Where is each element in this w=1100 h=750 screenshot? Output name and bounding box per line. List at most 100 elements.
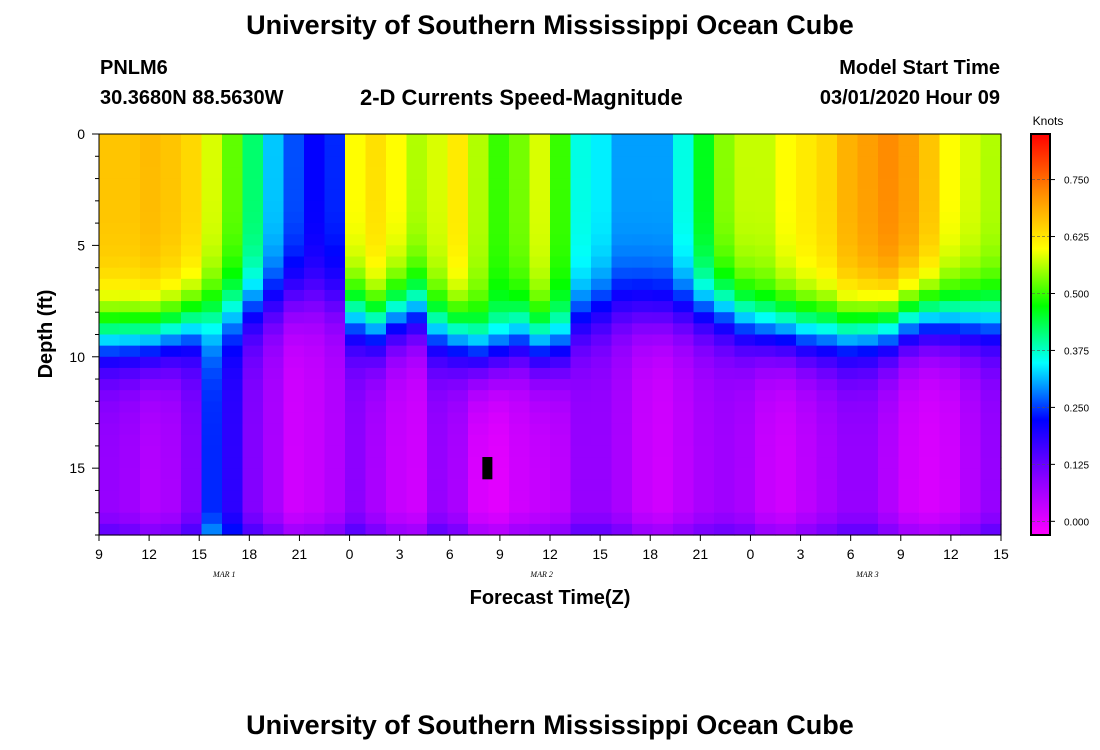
heatmap-cell — [919, 256, 941, 269]
heatmap-cell — [324, 412, 346, 425]
heatmap-cell — [509, 445, 531, 458]
heatmap-cell — [570, 390, 592, 402]
heatmap-cell — [857, 156, 879, 169]
heatmap-cell — [570, 468, 592, 480]
heatmap-cell — [201, 145, 223, 157]
heatmap-cell — [222, 434, 244, 447]
heatmap-cell — [242, 267, 264, 280]
heatmap-cell — [837, 401, 859, 414]
heatmap-cell — [632, 356, 654, 369]
heatmap-cell — [775, 301, 797, 313]
heatmap-cell — [324, 379, 346, 391]
heatmap-cell — [140, 312, 162, 324]
heatmap-cell — [611, 434, 633, 447]
heatmap-cell — [283, 479, 305, 492]
heatmap-cell — [406, 323, 428, 336]
heatmap-cell — [447, 289, 469, 302]
heatmap-cell — [222, 379, 244, 391]
heatmap-cell — [304, 312, 326, 324]
heatmap-cell — [570, 301, 592, 313]
heatmap-cell — [980, 434, 1002, 447]
heatmap-cell — [570, 434, 592, 447]
heatmap-cell — [447, 245, 469, 258]
heatmap-cell — [775, 178, 797, 191]
heatmap-cell — [365, 267, 387, 280]
heatmap-cell — [816, 134, 838, 146]
heatmap-cell — [693, 289, 715, 302]
heatmap-cell — [263, 468, 285, 480]
heatmap-cell — [898, 379, 920, 391]
heatmap-cell — [160, 200, 182, 213]
heatmap-cell — [529, 278, 551, 291]
heatmap-cell — [878, 523, 900, 536]
heatmap-cell — [304, 223, 326, 235]
heatmap-cell — [693, 156, 715, 169]
heatmap-cell — [201, 390, 223, 402]
heatmap-cell — [837, 345, 859, 358]
heatmap-cell — [345, 178, 367, 191]
heatmap-cell — [816, 312, 838, 324]
heatmap-cell — [201, 200, 223, 213]
heatmap-cell — [488, 412, 510, 425]
heatmap-cell — [283, 379, 305, 391]
heatmap-cell — [304, 211, 326, 224]
heatmap-cell — [242, 189, 264, 202]
heatmap-cell — [837, 434, 859, 447]
heatmap-cell — [304, 267, 326, 280]
heatmap-cell — [775, 323, 797, 336]
heatmap-cell — [99, 457, 121, 469]
missing-data-cell — [482, 457, 493, 480]
heatmap-cell — [427, 301, 449, 313]
heatmap-cell — [447, 200, 469, 213]
heatmap-cell — [734, 434, 756, 447]
heatmap-cell — [242, 401, 264, 414]
heatmap-cell — [324, 445, 346, 458]
heatmap-cell — [673, 512, 695, 525]
heatmap-cell — [714, 234, 736, 246]
heatmap-cell — [919, 457, 941, 469]
heatmap-cell — [345, 423, 367, 436]
heatmap-cell — [960, 167, 982, 180]
heatmap-cell — [939, 367, 961, 380]
heatmap-cell — [263, 134, 285, 146]
heatmap-cell — [632, 245, 654, 258]
heatmap-cell — [365, 512, 387, 525]
heatmap-cell — [345, 523, 367, 536]
heatmap-cell — [775, 490, 797, 503]
x-tick-label: 12 — [943, 546, 959, 562]
heatmap-cell — [509, 390, 531, 402]
heatmap-cell — [406, 189, 428, 202]
heatmap-cell — [324, 468, 346, 480]
heatmap-cell — [960, 323, 982, 336]
heatmap-cell — [857, 145, 879, 157]
heatmap-cell — [857, 390, 879, 402]
heatmap-cell — [919, 512, 941, 525]
heatmap-cell — [816, 412, 838, 425]
heatmap-cell — [960, 379, 982, 391]
heatmap-cell — [263, 156, 285, 169]
heatmap-cell — [816, 156, 838, 169]
heatmap-cell — [734, 189, 756, 202]
heatmap-cell — [263, 401, 285, 414]
heatmap-cell — [140, 256, 162, 269]
heatmap-cell — [99, 523, 121, 536]
heatmap-cell — [99, 289, 121, 302]
heatmap-cell — [857, 223, 879, 235]
heatmap-cell — [632, 145, 654, 157]
heatmap-cell — [447, 457, 469, 469]
heatmap-cell — [283, 457, 305, 469]
heatmap-cell — [714, 345, 736, 358]
heatmap-cell — [611, 457, 633, 469]
model-start-value: 03/01/2020 Hour 09 — [819, 87, 1000, 109]
heatmap-cell — [324, 434, 346, 447]
heatmap-cell — [673, 145, 695, 157]
heatmap-cell — [529, 334, 551, 347]
heatmap-cell — [591, 523, 613, 536]
heatmap-cell — [181, 423, 203, 436]
heatmap-cell — [857, 468, 879, 480]
heatmap-cell — [324, 134, 346, 146]
heatmap-cell — [734, 134, 756, 146]
heatmap-cell — [550, 211, 572, 224]
heatmap-cell — [119, 312, 141, 324]
heatmap-cell — [857, 312, 879, 324]
